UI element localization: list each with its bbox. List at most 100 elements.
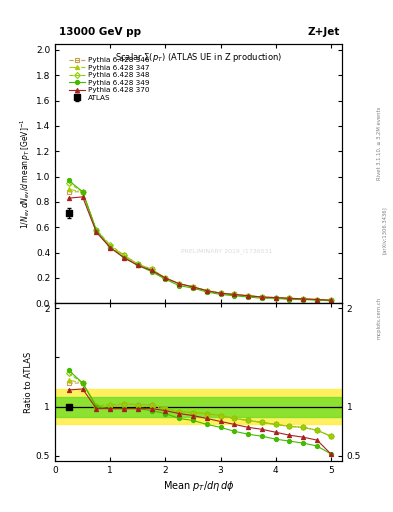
Pythia 6.428 347 <box>177 281 182 287</box>
Pythia 6.428 347 <box>136 262 140 268</box>
Pythia 6.428 347 <box>204 288 209 294</box>
Pythia 6.428 346 <box>274 294 278 301</box>
Pythia 6.428 347 <box>301 296 306 302</box>
Text: [arXiv:1306.3436]: [arXiv:1306.3436] <box>382 206 387 254</box>
Line: Pythia 6.428 348: Pythia 6.428 348 <box>67 181 333 302</box>
Text: mcplots.cern.ch: mcplots.cern.ch <box>377 296 382 338</box>
Pythia 6.428 347 <box>121 253 126 260</box>
Line: Pythia 6.428 370: Pythia 6.428 370 <box>67 195 333 302</box>
Pythia 6.428 346 <box>121 252 126 258</box>
Pythia 6.428 346 <box>163 275 168 281</box>
Pythia 6.428 370 <box>246 293 250 299</box>
Pythia 6.428 370 <box>108 245 112 251</box>
Pythia 6.428 349 <box>301 296 306 303</box>
Pythia 6.428 370 <box>80 194 85 200</box>
Pythia 6.428 348 <box>66 180 71 186</box>
Pythia 6.428 348 <box>287 295 292 302</box>
Pythia 6.428 346 <box>94 227 99 233</box>
Pythia 6.428 346 <box>218 290 223 296</box>
Text: 13000 GeV pp: 13000 GeV pp <box>59 27 141 37</box>
Pythia 6.428 370 <box>301 296 306 302</box>
Line: Pythia 6.428 347: Pythia 6.428 347 <box>67 187 333 302</box>
Pythia 6.428 370 <box>204 288 209 294</box>
Bar <box>55 389 342 424</box>
Pythia 6.428 346 <box>191 284 195 290</box>
Pythia 6.428 349 <box>246 294 250 300</box>
Pythia 6.428 346 <box>232 291 237 297</box>
X-axis label: Mean $p_T/d\eta\,d\phi$: Mean $p_T/d\eta\,d\phi$ <box>163 479 234 493</box>
Pythia 6.428 349 <box>66 177 71 183</box>
Pythia 6.428 349 <box>204 289 209 295</box>
Pythia 6.428 346 <box>287 295 292 302</box>
Pythia 6.428 370 <box>94 229 99 236</box>
Pythia 6.428 348 <box>121 252 126 258</box>
Pythia 6.428 346 <box>329 297 333 303</box>
Pythia 6.428 348 <box>163 275 168 281</box>
Text: Scalar $\Sigma(p_T)$ (ATLAS UE in Z production): Scalar $\Sigma(p_T)$ (ATLAS UE in Z prod… <box>115 51 282 65</box>
Pythia 6.428 348 <box>136 261 140 267</box>
Pythia 6.428 348 <box>218 290 223 296</box>
Pythia 6.428 349 <box>232 293 237 299</box>
Pythia 6.428 347 <box>191 284 195 290</box>
Pythia 6.428 348 <box>108 242 112 248</box>
Pythia 6.428 346 <box>177 281 182 287</box>
Pythia 6.428 349 <box>274 295 278 302</box>
Pythia 6.428 347 <box>94 228 99 234</box>
Pythia 6.428 349 <box>121 254 126 261</box>
Pythia 6.428 349 <box>136 262 140 268</box>
Pythia 6.428 370 <box>121 254 126 261</box>
Pythia 6.428 348 <box>329 297 333 303</box>
Pythia 6.428 370 <box>163 275 168 281</box>
Pythia 6.428 346 <box>80 189 85 195</box>
Pythia 6.428 349 <box>329 298 333 304</box>
Pythia 6.428 346 <box>246 293 250 299</box>
Line: Pythia 6.428 349: Pythia 6.428 349 <box>67 178 333 303</box>
Pythia 6.428 370 <box>329 297 333 303</box>
Text: Rivet 3.1.10, ≥ 3.2M events: Rivet 3.1.10, ≥ 3.2M events <box>377 106 382 180</box>
Pythia 6.428 347 <box>259 294 264 300</box>
Pythia 6.428 348 <box>301 296 306 302</box>
Pythia 6.428 348 <box>259 294 264 300</box>
Text: Z+Jet: Z+Jet <box>308 27 340 37</box>
Pythia 6.428 346 <box>149 266 154 272</box>
Pythia 6.428 347 <box>163 275 168 281</box>
Pythia 6.428 346 <box>108 243 112 249</box>
Pythia 6.428 347 <box>329 297 333 303</box>
Pythia 6.428 370 <box>315 296 320 303</box>
Pythia 6.428 370 <box>66 195 71 201</box>
Pythia 6.428 347 <box>108 243 112 249</box>
Pythia 6.428 370 <box>149 267 154 273</box>
Pythia 6.428 349 <box>177 283 182 289</box>
Y-axis label: Ratio to ATLAS: Ratio to ATLAS <box>24 351 33 413</box>
Pythia 6.428 370 <box>287 295 292 302</box>
Pythia 6.428 346 <box>204 288 209 294</box>
Pythia 6.428 347 <box>274 294 278 301</box>
Bar <box>55 397 342 417</box>
Text: PRELIMINARY 2019_I1736531: PRELIMINARY 2019_I1736531 <box>182 248 273 254</box>
Pythia 6.428 349 <box>149 269 154 275</box>
Pythia 6.428 348 <box>274 294 278 301</box>
Pythia 6.428 370 <box>218 290 223 296</box>
Pythia 6.428 347 <box>218 290 223 296</box>
Pythia 6.428 349 <box>191 285 195 291</box>
Pythia 6.428 370 <box>177 281 182 287</box>
Pythia 6.428 346 <box>301 296 306 302</box>
Pythia 6.428 347 <box>287 295 292 302</box>
Pythia 6.428 346 <box>136 261 140 267</box>
Pythia 6.428 348 <box>315 296 320 303</box>
Pythia 6.428 370 <box>274 294 278 301</box>
Pythia 6.428 370 <box>136 262 140 268</box>
Line: Pythia 6.428 346: Pythia 6.428 346 <box>67 190 333 302</box>
Pythia 6.428 370 <box>259 294 264 300</box>
Pythia 6.428 349 <box>108 245 112 251</box>
Pythia 6.428 346 <box>66 189 71 195</box>
Pythia 6.428 348 <box>149 266 154 272</box>
Pythia 6.428 346 <box>259 294 264 300</box>
Pythia 6.428 348 <box>94 227 99 233</box>
Pythia 6.428 348 <box>204 288 209 294</box>
Pythia 6.428 347 <box>149 267 154 273</box>
Pythia 6.428 348 <box>80 189 85 195</box>
Y-axis label: $1/N_\mathrm{ev}\,dN_\mathrm{ev}/d\,\mathrm{mean}\,p_T\,[\mathrm{GeV}]^{-1}$: $1/N_\mathrm{ev}\,dN_\mathrm{ev}/d\,\mat… <box>18 118 33 229</box>
Pythia 6.428 349 <box>218 291 223 297</box>
Pythia 6.428 349 <box>259 295 264 302</box>
